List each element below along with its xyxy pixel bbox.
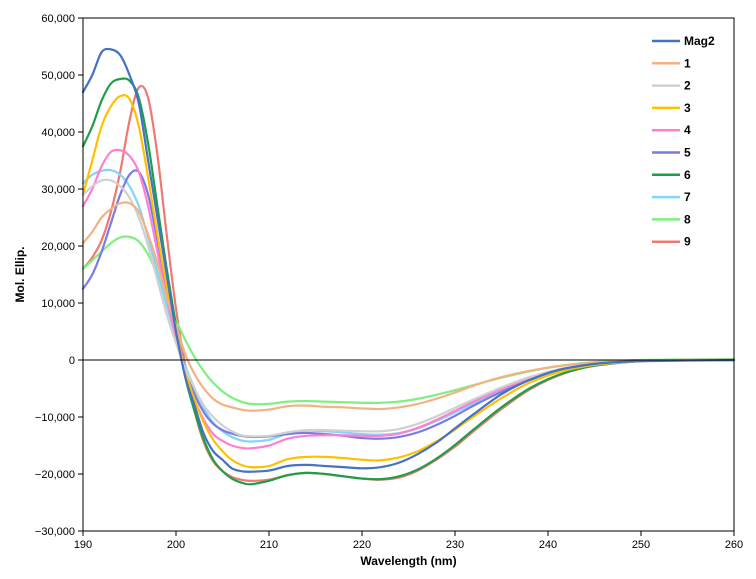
x-tick-label: 190	[74, 539, 92, 551]
y-tick-label: 10,000	[41, 298, 75, 310]
x-tick-label: 250	[632, 539, 650, 551]
x-tick-label: 200	[167, 539, 185, 551]
series-lines	[81, 47, 736, 486]
y-tick-label: −10,000	[35, 412, 75, 424]
x-axis-title: Wavelength (nm)	[360, 554, 456, 568]
y-tick-label: 40,000	[41, 127, 75, 139]
y-tick-label: 30,000	[41, 184, 75, 196]
y-tick-label: 60,000	[41, 13, 75, 25]
x-tick-label: 260	[725, 539, 743, 551]
y-axis-ticks: −30,000 −20,000 −10,000 0 10,000 20,000 30,000…	[35, 13, 83, 538]
y-tick-label: −30,000	[35, 526, 75, 538]
legend-label-1: 1	[684, 56, 691, 70]
legend-label-2: 2	[684, 79, 691, 93]
x-tick-label: 220	[353, 539, 371, 551]
y-tick-label: 0	[69, 355, 75, 367]
y-tick-label: −20,000	[35, 469, 75, 481]
legend-label-3: 3	[684, 101, 691, 115]
plot-area-frame	[82, 17, 735, 532]
legend: Mag2 1 2 3 4 5 6 7 8 9	[652, 34, 715, 249]
legend-label-6: 6	[684, 168, 691, 182]
legend-label-8: 8	[684, 212, 691, 226]
x-tick-label: 210	[260, 539, 278, 551]
series-line-3	[81, 94, 736, 469]
series-line-6	[81, 77, 736, 486]
series-line-2	[81, 178, 736, 438]
legend-label-9: 9	[684, 235, 691, 249]
series-line-mag2	[81, 47, 736, 473]
y-tick-label: 20,000	[41, 241, 75, 253]
legend-label-7: 7	[684, 190, 691, 204]
y-tick-label: 50,000	[41, 70, 75, 82]
legend-label-5: 5	[684, 146, 691, 160]
x-axis-ticks: 190 200 210 220 230 240 250 260	[74, 531, 743, 551]
series-line-1	[81, 201, 736, 412]
legend-label-mag2: Mag2	[684, 34, 715, 48]
y-axis-title: Mol. Ellip.	[13, 247, 27, 303]
x-tick-label: 230	[446, 539, 464, 551]
series-line-9	[81, 84, 736, 482]
x-tick-label: 240	[539, 539, 557, 551]
legend-label-4: 4	[684, 123, 691, 137]
series-line-4	[81, 148, 736, 450]
